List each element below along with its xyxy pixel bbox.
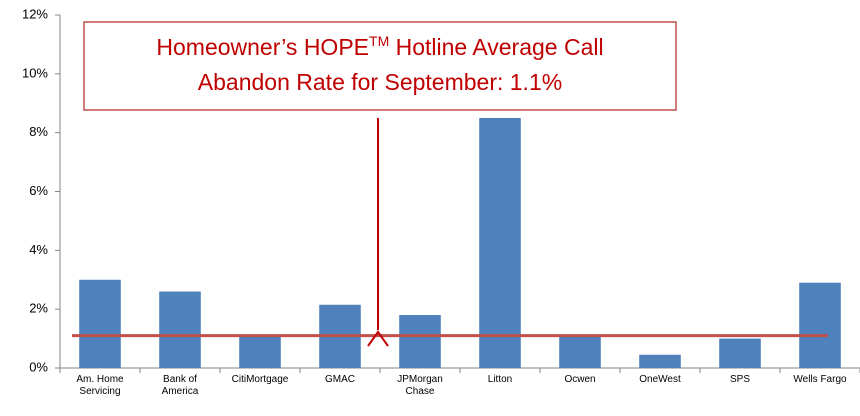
bar: [559, 335, 601, 368]
x-tick-label: Litton: [487, 374, 513, 385]
x-tick-label: CitiMortgage: [231, 374, 289, 385]
y-tick-label: 4%: [29, 242, 48, 257]
y-tick-label: 0%: [29, 359, 48, 374]
x-tick-label: SPS: [729, 374, 750, 385]
y-tick-label: 6%: [29, 183, 48, 198]
annotation-superscript: TM: [369, 33, 389, 49]
annotation-line1: Homeowner’s HOPETM Hotline Average Call: [156, 33, 603, 60]
connector-caret: [367, 330, 389, 347]
bar: [799, 282, 841, 368]
y-tick-label: 2%: [29, 301, 48, 316]
x-tick-label: Am. Home Servicing: [76, 374, 124, 397]
x-tick-label: Ocwen: [564, 374, 596, 385]
x-tick-label: GMAC: [325, 374, 355, 385]
annotation-box: [83, 21, 677, 111]
annotation-text: Homeowner’s HOPE: [156, 34, 369, 60]
bar: [719, 338, 761, 368]
bar: [479, 117, 521, 368]
annotation-line2: Abandon Rate for September: 1.1%: [198, 69, 562, 95]
x-tick-label: OneWest: [639, 374, 681, 385]
annotation-text: Hotline Average Call: [389, 34, 603, 60]
bar: [639, 354, 681, 368]
bar: [79, 279, 121, 368]
y-tick-label: 10%: [22, 65, 48, 80]
x-tick-label: Bank of America: [161, 374, 199, 397]
y-tick-label: 8%: [29, 124, 48, 139]
bar: [159, 291, 201, 368]
x-tick-label: Wells Fargo: [793, 374, 847, 385]
y-tick-label: 12%: [22, 6, 48, 21]
bar: [239, 335, 281, 368]
x-tick-label: JPMorgan Chase: [397, 374, 443, 397]
bar: [399, 315, 441, 368]
